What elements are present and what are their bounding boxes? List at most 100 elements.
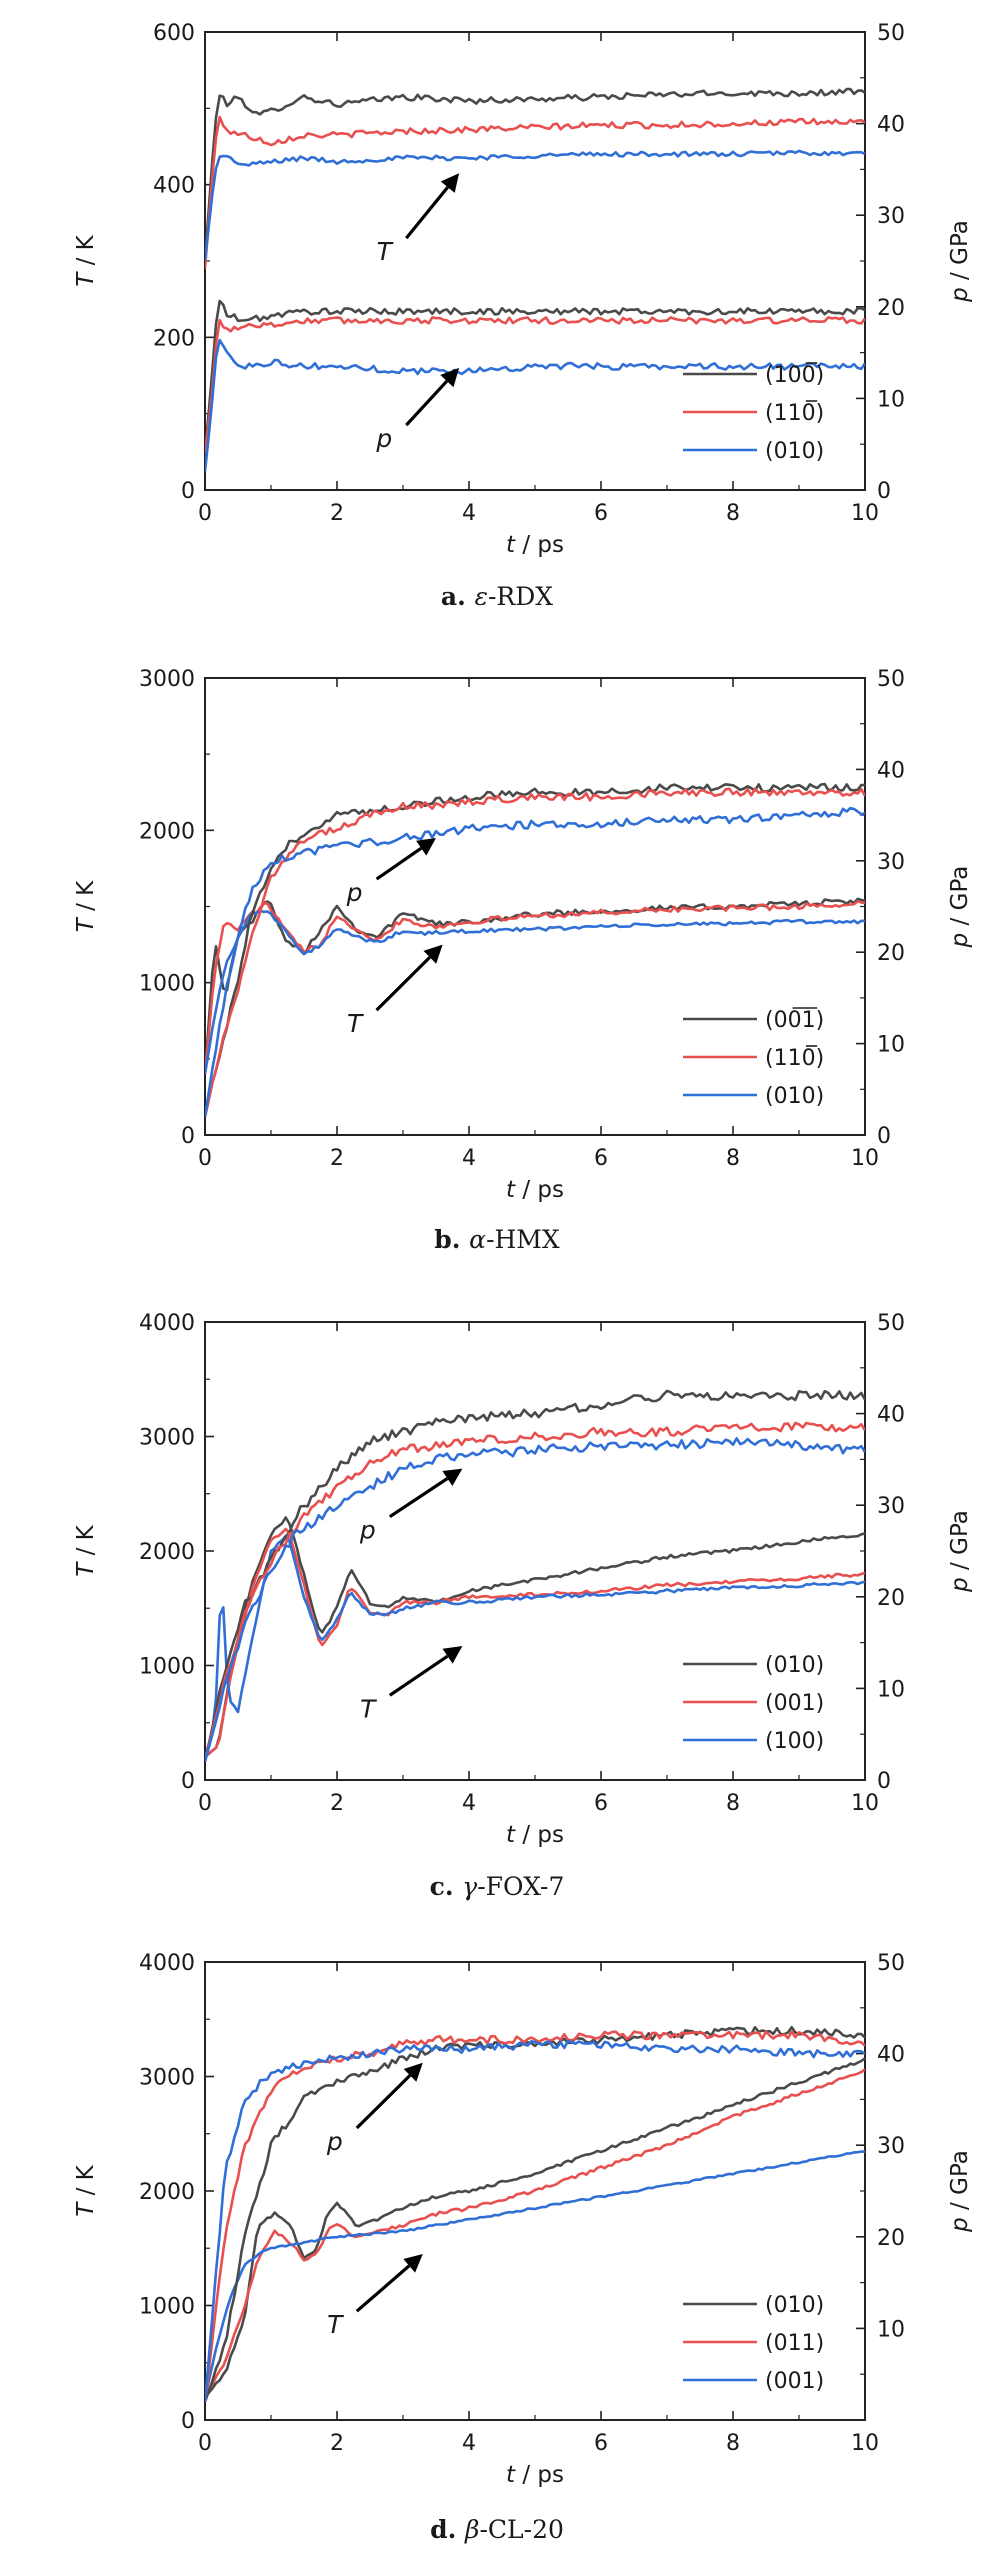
annotation-label-p: p: [359, 1516, 376, 1545]
y2-axis-label: p / GPa: [947, 866, 973, 949]
legend-label: (011): [765, 2331, 824, 2356]
y2-tick-label: 20: [877, 2226, 905, 2251]
annotation-label-T: T: [360, 1694, 377, 1723]
legend-label: (010): [765, 1653, 824, 1678]
annotation-arrowhead: [423, 944, 443, 964]
y-tick-label: 0: [181, 2409, 195, 2434]
y-tick-label: 4000: [139, 1311, 195, 1336]
y2-tick-label: 0: [877, 479, 891, 504]
y2-tick-label: 40: [877, 2043, 905, 2068]
annotation-arrow-shaft: [388, 1654, 449, 1697]
y-tick-label: 0: [181, 479, 195, 504]
annotation-label-T: T: [377, 237, 394, 266]
y2-tick-label: 0: [877, 1124, 891, 1149]
annotation-arrow-shaft: [388, 1477, 449, 1518]
y2-axis-label: p / GPa: [947, 220, 973, 303]
y-tick-label: 3000: [139, 667, 195, 692]
annotation-label-T: T: [327, 2310, 344, 2339]
annotation-arrow-shaft: [355, 2074, 412, 2130]
x-tick-label: 0: [198, 1791, 212, 1816]
legend-label: (001): [765, 1008, 824, 1033]
series-line-001-right: [205, 1421, 865, 1763]
series-line-010-left: [205, 909, 865, 1075]
series-line-010-right: [205, 2026, 865, 2403]
y2-tick-label: 40: [877, 758, 905, 783]
y-tick-label: 3000: [139, 1426, 195, 1451]
x-tick-label: 2: [330, 2431, 344, 2456]
x-tick-label: 10: [851, 1791, 879, 1816]
y-tick-label: 2000: [139, 819, 195, 844]
annotation-arrowhead: [440, 173, 460, 193]
x-tick-label: 8: [726, 1791, 740, 1816]
y-tick-label: 1000: [139, 972, 195, 997]
y2-tick-label: 10: [877, 1033, 905, 1058]
y-tick-label: 1000: [139, 2295, 195, 2320]
y2-tick-label: 0: [877, 1769, 891, 1794]
legend-label: (001): [765, 1691, 824, 1716]
series-line-010-left: [205, 1516, 865, 1759]
annotation-arrowhead: [442, 1468, 463, 1486]
legend-label: (110): [765, 401, 824, 426]
x-tick-label: 6: [594, 2431, 608, 2456]
series-line-110-right: [205, 316, 865, 454]
annotation-label-T: T: [347, 1009, 364, 1038]
series-line-110-left: [205, 115, 865, 269]
y2-axis-label: p / GPa: [947, 1510, 973, 1593]
annotation-arrow-shaft: [355, 2264, 411, 2313]
x-tick-label: 4: [462, 1791, 476, 1816]
panel-caption: b. α-HMX: [434, 1225, 560, 1254]
caption-text: b. α-HMX: [434, 1225, 560, 1254]
y2-tick-label: 50: [877, 21, 905, 46]
series-line-001-left: [205, 2150, 865, 2398]
annotation-arrow-shaft: [405, 186, 449, 240]
x-axis-label: t / ps: [506, 1177, 564, 1203]
y-tick-label: 0: [181, 1124, 195, 1149]
series-line-010-left: [205, 149, 865, 262]
y-tick-label: 2000: [139, 2180, 195, 2205]
x-tick-label: 4: [462, 501, 476, 526]
y-axis-label: T / K: [73, 2164, 99, 2216]
series-line-100-left: [205, 1534, 865, 1758]
series-line-010-right: [205, 338, 865, 472]
annotation-arrow-shaft: [405, 380, 449, 427]
x-tick-label: 0: [198, 1146, 212, 1171]
x-tick-label: 8: [726, 501, 740, 526]
x-tick-label: 2: [330, 1146, 344, 1171]
series-line-010-right: [205, 806, 865, 1117]
series-line-110-right: [205, 787, 865, 1117]
x-tick-label: 6: [594, 1146, 608, 1171]
annotation-label-p: p: [375, 424, 392, 453]
x-tick-label: 8: [726, 2431, 740, 2456]
caption-text: d. β-CL-20: [430, 2515, 564, 2544]
series-line-001-right: [205, 2039, 865, 2402]
y-tick-label: 4000: [139, 1951, 195, 1976]
x-tick-label: 6: [594, 501, 608, 526]
panel-caption: a. ε-RDX: [441, 582, 553, 611]
y2-tick-label: 30: [877, 204, 905, 229]
caption-text: c. γ-FOX-7: [430, 1872, 565, 1901]
x-tick-label: 2: [330, 1791, 344, 1816]
y2-tick-label: 20: [877, 941, 905, 966]
y2-tick-label: 30: [877, 2134, 905, 2159]
annotation-arrow-shaft: [375, 956, 431, 1012]
y2-tick-label: 40: [877, 113, 905, 138]
legend-label: (100): [765, 363, 824, 388]
caption-text: a. ε-RDX: [441, 582, 553, 611]
series-line-001-left: [205, 1527, 865, 1759]
annotation-arrowhead: [442, 1646, 463, 1664]
x-tick-label: 0: [198, 501, 212, 526]
annotation-label-p: p: [346, 878, 363, 907]
y-tick-label: 400: [153, 174, 195, 199]
legend-label: (010): [765, 439, 824, 464]
legend-label: (100): [765, 1729, 824, 1754]
x-tick-label: 4: [462, 1146, 476, 1171]
y2-tick-label: 10: [877, 2317, 905, 2342]
x-tick-label: 6: [594, 1791, 608, 1816]
annotation-arrowhead: [403, 2254, 423, 2273]
y-tick-label: 1000: [139, 1655, 195, 1680]
y-tick-label: 2000: [139, 1540, 195, 1565]
